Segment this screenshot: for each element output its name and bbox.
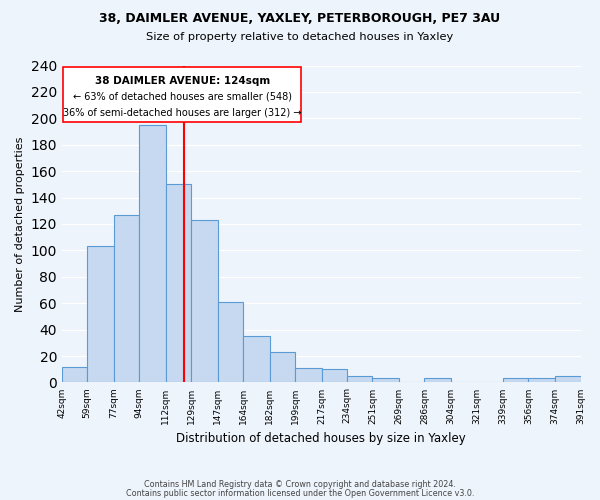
Text: Contains public sector information licensed under the Open Government Licence v3: Contains public sector information licen… (126, 488, 474, 498)
Y-axis label: Number of detached properties: Number of detached properties (15, 136, 25, 312)
Text: 38 DAIMLER AVENUE: 124sqm: 38 DAIMLER AVENUE: 124sqm (95, 76, 270, 86)
Bar (270, 352, 295, 382)
Bar (347, 376, 373, 382)
Text: 36% of semi-detached houses are larger (312) →: 36% of semi-detached houses are larger (… (63, 108, 302, 118)
Bar (191, 220, 218, 382)
Bar (139, 125, 166, 382)
Bar (322, 369, 347, 382)
Bar (503, 378, 529, 382)
Bar (87, 246, 114, 382)
Bar (62, 366, 87, 382)
Bar (529, 378, 555, 382)
Bar (295, 368, 322, 382)
Text: Size of property relative to detached houses in Yaxley: Size of property relative to detached ho… (146, 32, 454, 42)
FancyBboxPatch shape (64, 67, 301, 122)
Bar (373, 378, 399, 382)
X-axis label: Distribution of detached houses by size in Yaxley: Distribution of detached houses by size … (176, 432, 466, 445)
Bar (424, 378, 451, 382)
Text: ← 63% of detached houses are smaller (548): ← 63% of detached houses are smaller (54… (73, 92, 292, 102)
Text: Contains HM Land Registry data © Crown copyright and database right 2024.: Contains HM Land Registry data © Crown c… (144, 480, 456, 489)
Text: 38, DAIMLER AVENUE, YAXLEY, PETERBOROUGH, PE7 3AU: 38, DAIMLER AVENUE, YAXLEY, PETERBOROUGH… (100, 12, 500, 26)
Bar (166, 184, 191, 382)
Bar (555, 376, 581, 382)
Bar (114, 214, 139, 382)
Bar (243, 336, 270, 382)
Bar (218, 302, 243, 382)
